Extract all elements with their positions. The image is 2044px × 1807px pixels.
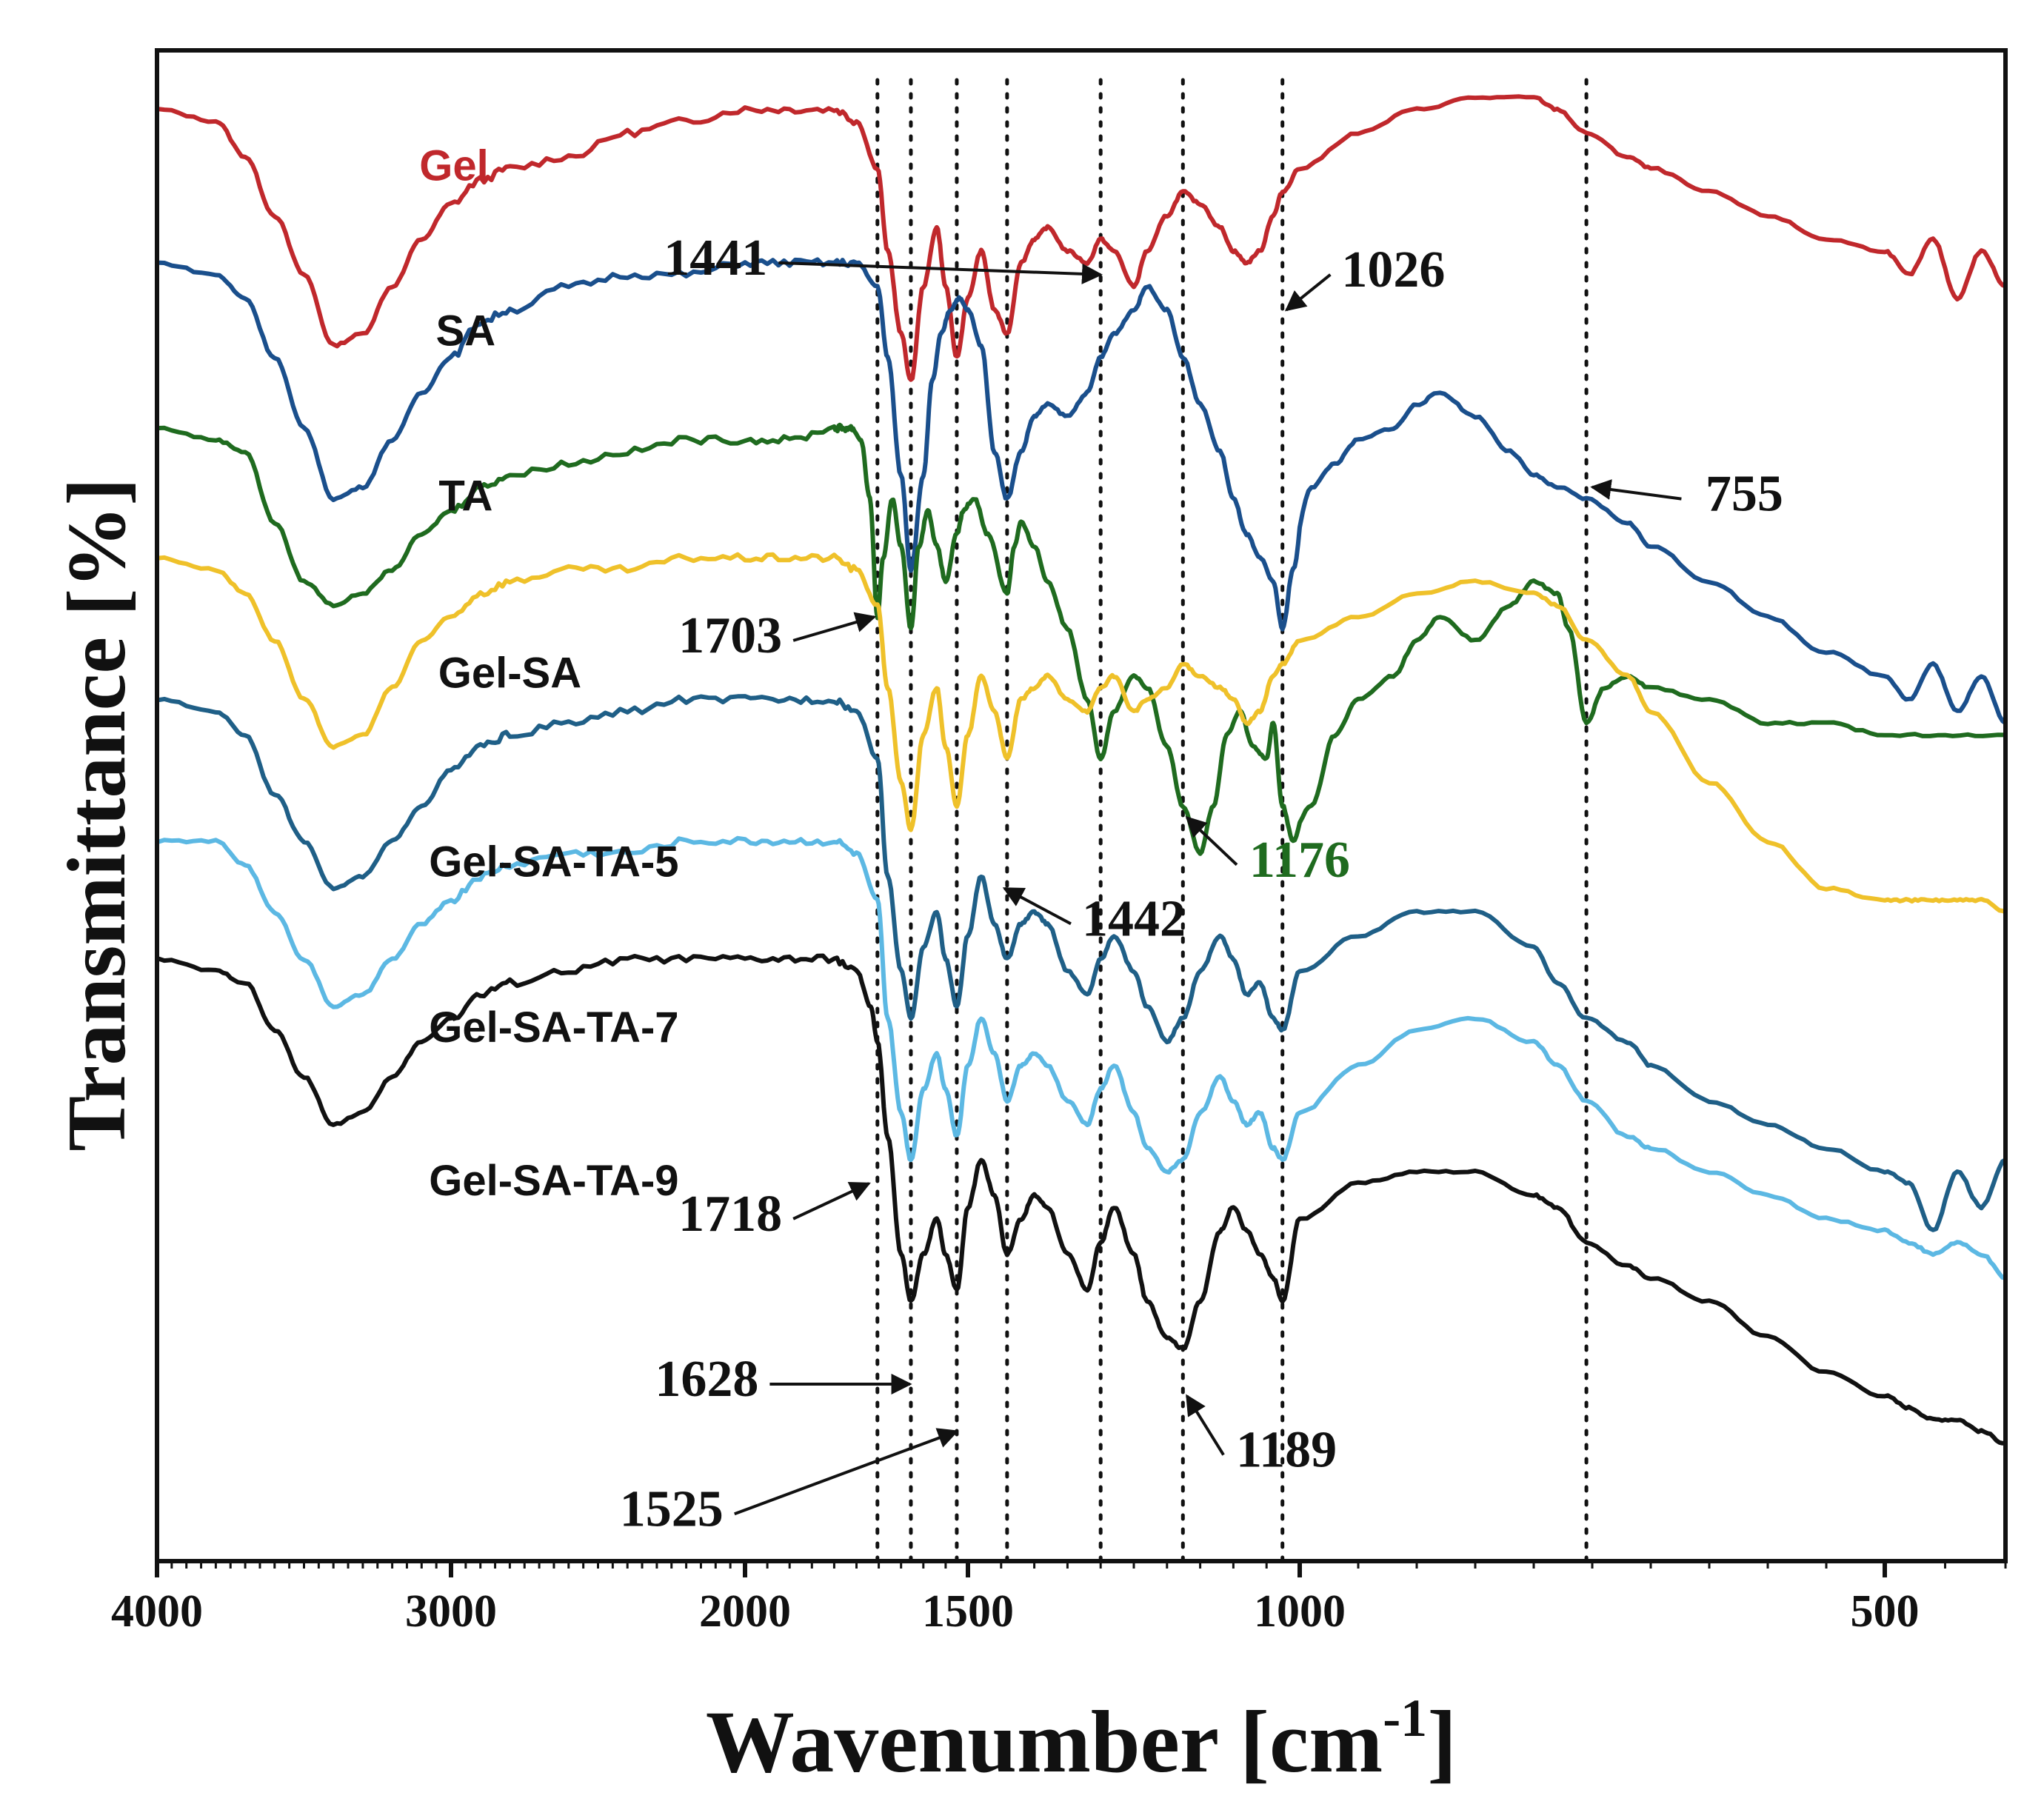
- annotation-1628: 1628: [655, 1351, 758, 1408]
- annotation-1718: 1718: [678, 1186, 782, 1243]
- x-tick-label-4000: 4000: [111, 1586, 203, 1637]
- series-label-gel-sa-ta-5: Gel-SA-TA-5: [429, 838, 678, 886]
- annotation-arrow-1525: [734, 1428, 959, 1516]
- series-labels: Gel SA TA Gel-SA Gel-SA-TA-5 Gel-SA-TA-7 Gel-S…: [419, 141, 678, 1205]
- annotation-1703: 1703: [678, 607, 782, 664]
- series-label-ta: TA: [438, 472, 492, 521]
- series-line-gel-sa-ta-5: [157, 694, 2005, 1232]
- annotation-arrow-1718: [792, 1181, 871, 1220]
- series-label-gel-sa: Gel-SA: [438, 649, 581, 698]
- annotation-1189: 1189: [1236, 1422, 1337, 1479]
- series-line-sa: [157, 257, 2005, 725]
- annotation-1442: 1442: [1082, 890, 1186, 947]
- annotation-arrow-1441: [778, 261, 1103, 284]
- annotation-arrow-1176: [1185, 816, 1238, 866]
- reference-lines: [875, 78, 1589, 1563]
- annotation-arrow-1442: [1002, 886, 1072, 926]
- x-tick-label-500: 500: [1851, 1586, 1920, 1637]
- annotation-1026: 1026: [1341, 241, 1445, 298]
- annotation-arrow-755: [1590, 479, 1682, 501]
- x-tick-label-1500: 1500: [922, 1586, 1014, 1637]
- series-line-gel-sa-ta-9: [157, 953, 2005, 1446]
- series-layer: [157, 94, 2005, 1446]
- x-tick-label-2000: 2000: [699, 1586, 791, 1637]
- annotations: 1441 1026 755 1703 1176 1442 1718 1628 1189 1525: [620, 230, 1783, 1537]
- series-label-gel: Gel: [419, 141, 489, 190]
- annotation-arrow-1703: [792, 612, 877, 642]
- series-label-sa: SA: [436, 307, 496, 355]
- series-line-gel-sa: [157, 552, 2005, 915]
- annotation-1441: 1441: [664, 230, 767, 287]
- x-tick-label-1000: 1000: [1254, 1586, 1346, 1637]
- plot-frame: [155, 48, 2008, 1563]
- annotation-arrow-1189: [1185, 1394, 1225, 1456]
- series-line-ta: [157, 422, 2005, 856]
- annotation-755: 755: [1706, 466, 1783, 523]
- y-axis-title: Transmittance [%]: [51, 478, 143, 1151]
- series-line-gel-sa-ta-7: [157, 835, 2005, 1280]
- series-label-gel-sa-ta-9: Gel-SA-TA-9: [429, 1157, 678, 1205]
- x-tick-label-3000: 3000: [405, 1586, 497, 1637]
- series-line-gel: [157, 94, 2005, 382]
- x-axis-ticks: 4000 3000 2000 1500 1000 500: [111, 1561, 1920, 1637]
- annotation-1525: 1525: [620, 1480, 724, 1537]
- series-label-gel-sa-ta-7: Gel-SA-TA-7: [429, 1003, 678, 1052]
- annotation-1176: 1176: [1249, 832, 1350, 889]
- annotation-arrow-1026: [1284, 273, 1332, 312]
- x-axis-title: Wavenumber [cm-1]: [706, 1689, 1457, 1791]
